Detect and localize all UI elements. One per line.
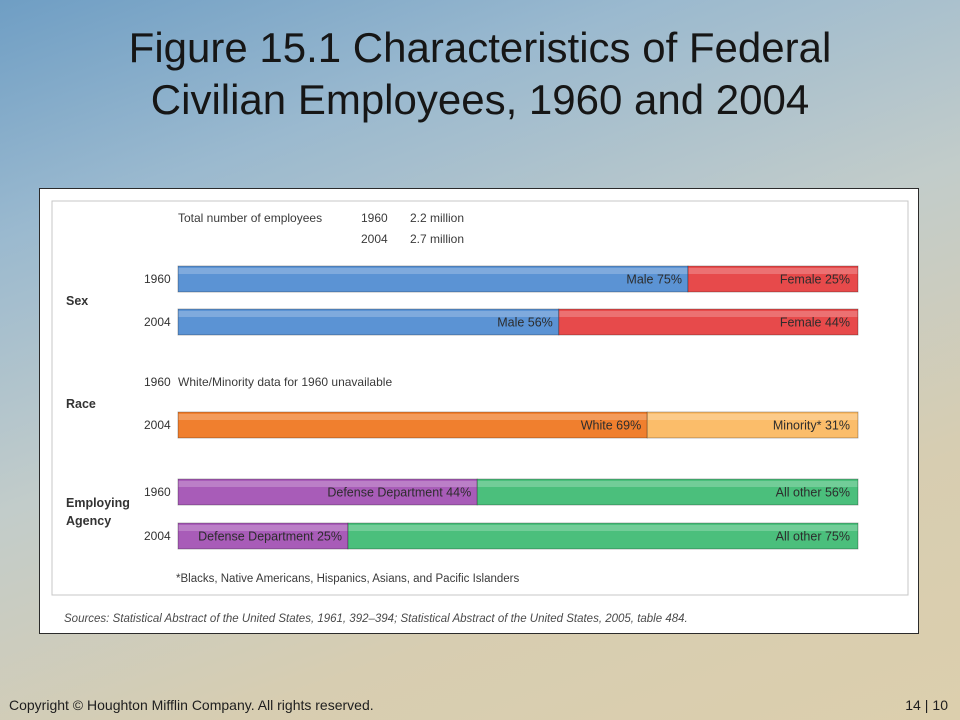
chart-footnote: *Blacks, Native Americans, Hispanics, As…	[176, 573, 519, 585]
page-separator: |	[924, 697, 929, 713]
bar-label-value: 44%	[822, 316, 851, 330]
bar-label-text: Male	[497, 316, 524, 330]
bar-race-2004-white	[177, 411, 648, 439]
bar-label-text: All other	[776, 530, 822, 544]
bar-label-value: 31%	[822, 419, 851, 433]
bar-sex-1960-male	[177, 265, 689, 293]
year-label-employing-agency-2004: 2004	[144, 529, 171, 543]
page-current: 14	[905, 697, 921, 713]
bar-label-value: 56%	[524, 316, 553, 330]
bar-sex-2004-female	[558, 308, 859, 336]
bar-highlight-race-2004-white	[178, 414, 647, 420]
bar-label-text: All other	[776, 486, 822, 500]
chart-source: Sources: Statistical Abstract of the Uni…	[64, 613, 688, 625]
bar-highlight-sex-1960-female	[688, 268, 858, 274]
bar-label-text: Defense Department	[198, 530, 314, 544]
year-label-sex-1960: 1960	[144, 272, 171, 286]
bar-label-value: 44%	[443, 486, 472, 500]
chart-panel: Total number of employees 1960 2.2 million…	[39, 188, 919, 634]
bar-label-value: 69%	[613, 419, 642, 433]
slide-title: Figure 15.1 Characteristics of Federal C…	[0, 22, 960, 126]
group-label-line-2: Agency	[66, 514, 111, 528]
year-label-sex-2004: 2004	[144, 315, 171, 329]
year-label-race-1960: 1960	[144, 375, 171, 389]
bar-label-value: 75%	[654, 273, 683, 287]
total-value-1960: 2.2 million	[410, 211, 464, 225]
group-label-race: Race	[66, 397, 96, 411]
year-label-employing-agency-1960: 1960	[144, 485, 171, 499]
bar-label-employing-agency-1960-defense-department: Defense Department 44%	[327, 486, 471, 500]
copyright-notice: Copyright © Houghton Mifflin Company. Al…	[9, 697, 374, 713]
group-label-line-1: Employing	[66, 496, 130, 510]
bar-label-text: Minority*	[773, 419, 822, 433]
chart-svg: Total number of employees 1960 2.2 million…	[51, 200, 909, 625]
year-label-race-2004: 2004	[144, 418, 171, 432]
bar-label-sex-2004-female: Female 44%	[780, 316, 850, 330]
total-employees-label: Total number of employees	[178, 211, 322, 225]
bar-label-sex-1960-male: Male 75%	[626, 273, 682, 287]
total-value-2004: 2.7 million	[410, 232, 464, 246]
page-number: 14 | 10	[905, 697, 948, 713]
bar-label-text: Male	[626, 273, 653, 287]
bar-label-employing-agency-2004-defense-department: Defense Department 25%	[198, 530, 342, 544]
bar-employing-agency-1960-all-other	[476, 478, 859, 506]
bar-race-2004-minority	[646, 411, 859, 439]
bar-label-text: Defense Department	[327, 486, 443, 500]
bar-highlight-employing-agency-1960-all-other	[477, 481, 858, 487]
bar-highlight-race-2004-minority	[647, 414, 858, 420]
bar-employing-agency-2004-defense-department	[177, 522, 349, 550]
total-year-2004: 2004	[361, 232, 388, 246]
bar-highlight-sex-1960-male	[178, 268, 688, 274]
bar-label-text: Female	[780, 273, 822, 287]
bar-employing-agency-1960-defense-department	[177, 478, 478, 506]
slide-title-line-1: Figure 15.1 Characteristics of Federal	[128, 24, 832, 71]
bar-label-text: Female	[780, 316, 822, 330]
bar-highlight-employing-agency-2004-defense-department	[178, 525, 348, 531]
bar-label-value: 25%	[822, 273, 851, 287]
group-label-sex: Sex	[66, 294, 88, 308]
bar-sex-1960-female	[687, 265, 859, 293]
bar-highlight-sex-2004-male	[178, 311, 559, 317]
note-race-1960: White/Minority data for 1960 unavailable	[178, 375, 392, 389]
slide-title-line-2: Civilian Employees, 1960 and 2004	[150, 76, 810, 123]
page-total: 10	[932, 697, 948, 713]
bar-label-employing-agency-2004-all-other: All other 75%	[776, 530, 850, 544]
bar-highlight-sex-2004-female	[559, 311, 858, 317]
bar-label-sex-1960-female: Female 25%	[780, 273, 850, 287]
bar-label-value: 75%	[822, 530, 851, 544]
bar-sex-2004-male	[177, 308, 560, 336]
bar-highlight-employing-agency-2004-all-other	[348, 525, 858, 531]
total-year-1960: 1960	[361, 211, 388, 225]
bar-employing-agency-2004-all-other	[347, 522, 859, 550]
bar-label-value: 25%	[314, 530, 343, 544]
bar-label-sex-2004-male: Male 56%	[497, 316, 553, 330]
bar-label-race-2004-white: White 69%	[581, 419, 641, 433]
bar-label-text: White	[581, 419, 613, 433]
bar-label-race-2004-minority: Minority* 31%	[773, 419, 850, 433]
bar-label-employing-agency-1960-all-other: All other 56%	[776, 486, 850, 500]
bar-label-value: 56%	[822, 486, 851, 500]
bar-highlight-employing-agency-1960-defense-department	[178, 481, 477, 487]
